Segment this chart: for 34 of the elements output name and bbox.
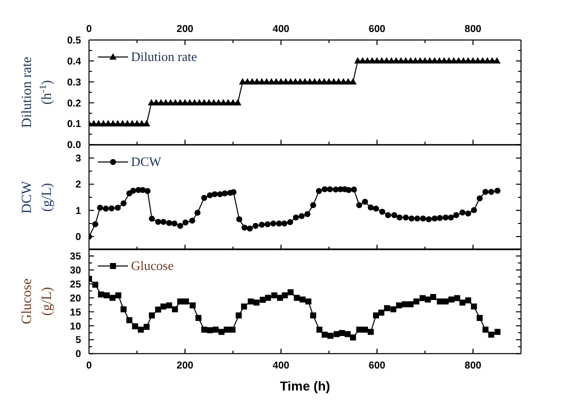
legend-label: Glucose [131, 258, 174, 274]
x-tick-label: 200 [176, 24, 194, 35]
y-tick-label: 1 [75, 206, 82, 217]
y-tick-label: 0.0 [67, 140, 82, 152]
y-tick-label: 35 [70, 252, 82, 263]
y-tick-label: 15 [70, 308, 82, 319]
y-axis-title: Glucose (g/L) [20, 278, 56, 325]
x-tick-label: 0 [86, 24, 92, 35]
x-tick-label: 600 [368, 24, 386, 35]
y-tick-label: 0.5 [67, 35, 82, 46]
y-tick-label: 0 [75, 349, 82, 360]
x-tick-label: 800 [464, 360, 482, 372]
y-tick-label: 5 [75, 336, 82, 347]
y-tick-label: 0.3 [67, 77, 82, 88]
y-tick-label: 30 [70, 266, 82, 277]
x-tick-label: 400 [272, 24, 290, 35]
x-tick-label: 600 [368, 360, 386, 372]
legend-label: Dilution rate [131, 49, 198, 64]
x-tick-label: 800 [464, 24, 482, 35]
legend-label: DCW [131, 154, 162, 169]
y-tick-label: 2 [75, 179, 82, 190]
y-tick-label: 3 [75, 153, 82, 164]
x-tick-label: 400 [272, 360, 290, 372]
y-tick-label: 0.4 [67, 56, 82, 68]
x-tick-label: 0 [86, 360, 92, 372]
y-tick-label: 25 [70, 280, 82, 291]
y-tick-label: 20 [70, 294, 82, 305]
y-axis-title: DCW (g/L) [20, 180, 56, 214]
y-tick-label: 0.1 [67, 119, 82, 130]
y-tick-label: 0 [75, 232, 82, 243]
x-tick-label: 200 [176, 360, 194, 372]
y-tick-label: 10 [70, 322, 82, 333]
x-axis-title: Time (h) [280, 378, 330, 394]
y-tick-label: 0.2 [67, 98, 82, 110]
